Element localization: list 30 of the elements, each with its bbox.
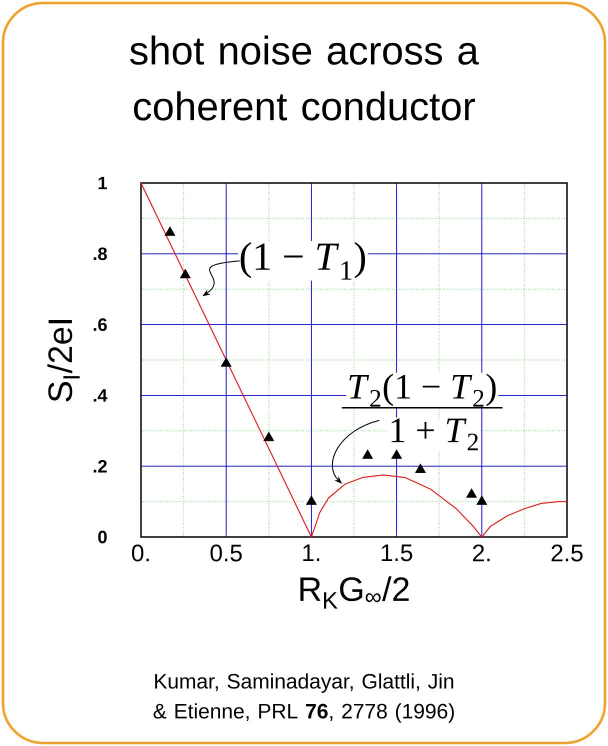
x-tick-label: 2. xyxy=(473,544,490,562)
point xyxy=(476,495,488,505)
annotation: T$_{2}$(1 − T$_{2}$) xyxy=(349,374,496,407)
x-tick-label: 1.5 xyxy=(382,544,412,562)
x-axis-title: R$_{K}$G$_{∞}$/2 xyxy=(300,576,409,609)
y-tick-label: 1 xyxy=(98,176,107,190)
y-tick-label: .4 xyxy=(94,389,108,402)
x-tick-label: 1. xyxy=(303,544,320,561)
point xyxy=(466,488,477,498)
point xyxy=(220,357,232,367)
point xyxy=(306,495,317,505)
y-axis-title: S$_{I}$/2eI xyxy=(47,320,80,402)
line-series xyxy=(140,182,568,538)
point xyxy=(180,268,191,278)
text: Kumar, Saminadayar, Glattli, Jin & Etienne, PRL 76, 2778 (1996) xyxy=(154,673,454,723)
chart-title: shot noise across a coherent conductor xyxy=(130,35,479,121)
point xyxy=(415,464,426,473)
x-tick-label: 0. xyxy=(132,544,149,562)
point xyxy=(391,449,402,459)
annotation: 1 + T$_{2}$ xyxy=(392,418,478,450)
point xyxy=(362,449,374,459)
x-tick-label: 0.5 xyxy=(210,544,242,562)
annotation: (1 − T$_{1}$) xyxy=(240,242,366,280)
y-tick-label: .8 xyxy=(94,247,107,260)
point xyxy=(263,432,274,442)
y-tick-label: .2 xyxy=(94,460,107,472)
point xyxy=(164,226,176,236)
x-tick-label: 2.5 xyxy=(552,544,583,562)
y-tick-label: .6 xyxy=(94,318,107,331)
y-tick-label: 0 xyxy=(98,530,107,544)
